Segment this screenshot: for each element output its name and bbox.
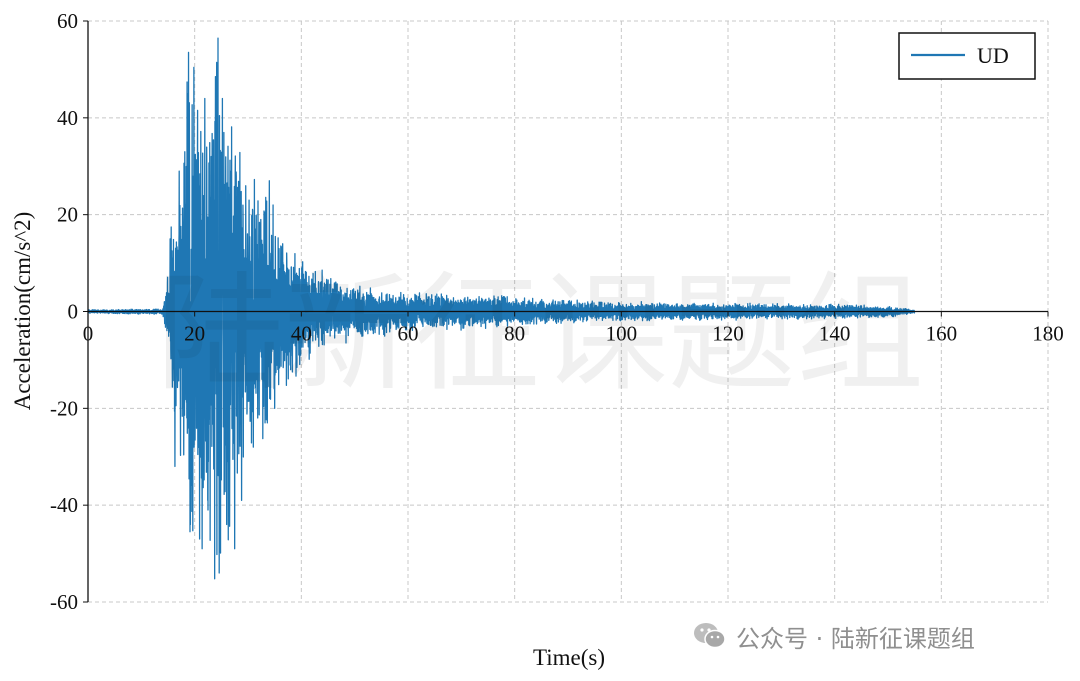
- y-ticks: 60 40 20 0 -20 -40 -60: [50, 9, 88, 614]
- series-ud: [87, 37, 916, 580]
- x-tick-label: 20: [184, 322, 205, 346]
- x-tick-label: 120: [712, 322, 744, 346]
- y-tick-label: 40: [57, 106, 78, 130]
- x-tick-label: 140: [819, 322, 851, 346]
- series-line-ud: [87, 37, 916, 580]
- y-tick-label: 20: [57, 203, 78, 227]
- watermark-credit-text: 公众号 · 陆新征课题组: [736, 624, 975, 653]
- y-tick-label: -60: [50, 590, 78, 614]
- watermark-text: 陆新征课题组: [156, 260, 924, 409]
- x-tick-label: 0: [83, 322, 94, 346]
- x-axis-label: Time(s): [533, 645, 605, 670]
- y-tick-label: -40: [50, 493, 78, 517]
- legend-label-ud: UD: [977, 43, 1009, 68]
- x-tick-label: 60: [398, 322, 419, 346]
- y-tick-label: 0: [68, 300, 79, 324]
- x-ticks: 0 20 40 60 80 100 120 140 160 180: [83, 311, 1064, 346]
- x-tick-label: 40: [291, 322, 312, 346]
- x-tick-label: 160: [926, 322, 958, 346]
- y-tick-label: -20: [50, 396, 78, 420]
- legend: UD: [898, 32, 1036, 80]
- x-tick-label: 180: [1032, 322, 1064, 346]
- y-axis-label: Acceleration(cm/s^2): [10, 212, 35, 411]
- x-tick-label: 100: [606, 322, 638, 346]
- x-tick-label: 80: [504, 322, 525, 346]
- y-tick-label: 60: [57, 9, 78, 33]
- watermark-credit: 公众号 · 陆新征课题组: [690, 616, 975, 656]
- wechat-icon: [694, 623, 726, 649]
